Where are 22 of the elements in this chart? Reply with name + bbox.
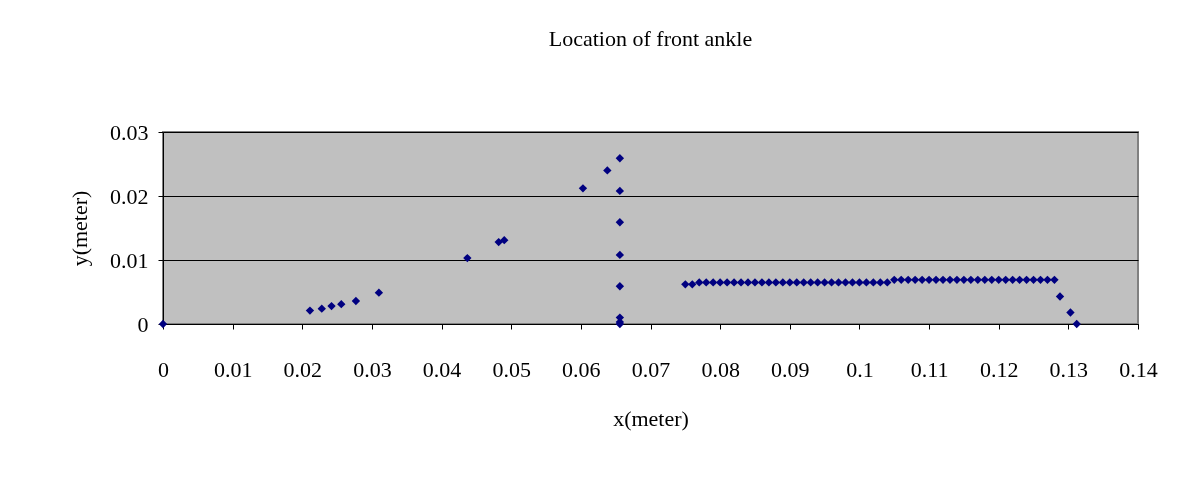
x-tick-label: 0 — [158, 356, 169, 382]
x-tick-label: 0.11 — [910, 356, 949, 382]
x-tick-label: 0.13 — [1049, 356, 1089, 382]
x-tick-label: 0.1 — [846, 356, 874, 382]
x-tick-label: 0.03 — [353, 356, 392, 382]
x-tick-label: 0.05 — [492, 356, 531, 382]
y-tick-label: 0.02 — [110, 183, 149, 209]
x-tick-label: 0.06 — [562, 356, 601, 382]
chart-title: Location of front ankle — [548, 26, 753, 51]
x-axis-title: x(meter) — [613, 405, 689, 431]
x-tick-label: 0.09 — [771, 356, 810, 382]
x-tick-label: 0.07 — [631, 356, 671, 382]
y-axis-title: y(meter) — [67, 190, 92, 267]
x-tick-label: 0.08 — [701, 356, 740, 382]
x-tick-label: 0.01 — [213, 356, 253, 382]
x-tick-label: 0.04 — [422, 356, 462, 382]
y-tick-label: 0 — [137, 311, 149, 337]
x-tick-label: 0.02 — [283, 356, 323, 382]
x-tick-label: 0.14 — [1119, 356, 1158, 382]
y-tick-label: 0.03 — [110, 119, 149, 145]
x-tick-label: 0.12 — [979, 356, 1019, 382]
y-tick-label: 0.01 — [110, 247, 149, 273]
